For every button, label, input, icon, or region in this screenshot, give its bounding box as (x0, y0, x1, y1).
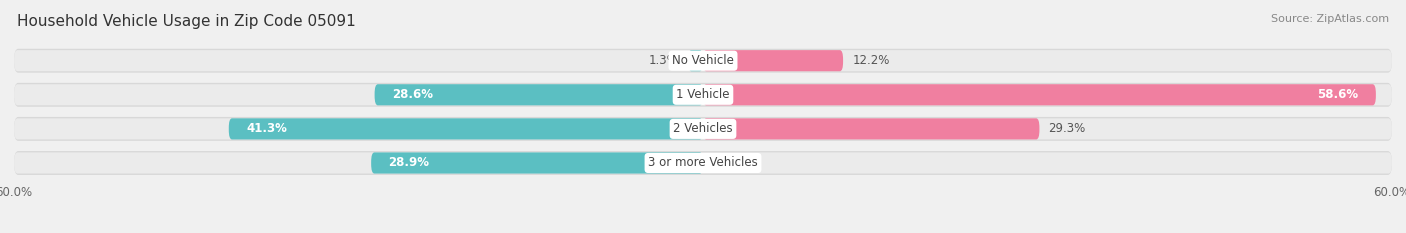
FancyBboxPatch shape (371, 152, 703, 174)
Text: 41.3%: 41.3% (246, 122, 287, 135)
Text: Source: ZipAtlas.com: Source: ZipAtlas.com (1271, 14, 1389, 24)
FancyBboxPatch shape (14, 49, 1392, 73)
FancyBboxPatch shape (703, 84, 1376, 105)
FancyBboxPatch shape (229, 118, 703, 140)
Text: 1.3%: 1.3% (650, 54, 679, 67)
FancyBboxPatch shape (703, 50, 844, 71)
FancyBboxPatch shape (14, 84, 1392, 105)
Text: 3 or more Vehicles: 3 or more Vehicles (648, 157, 758, 169)
Text: 28.9%: 28.9% (388, 157, 429, 169)
Text: 58.6%: 58.6% (1317, 88, 1358, 101)
Text: 2 Vehicles: 2 Vehicles (673, 122, 733, 135)
Text: 12.2%: 12.2% (852, 54, 890, 67)
FancyBboxPatch shape (374, 84, 703, 105)
Text: Household Vehicle Usage in Zip Code 05091: Household Vehicle Usage in Zip Code 0509… (17, 14, 356, 29)
Text: 0.0%: 0.0% (713, 157, 742, 169)
FancyBboxPatch shape (703, 118, 1039, 140)
Text: 29.3%: 29.3% (1049, 122, 1085, 135)
FancyBboxPatch shape (14, 118, 1392, 140)
Text: 28.6%: 28.6% (392, 88, 433, 101)
FancyBboxPatch shape (688, 50, 703, 71)
Text: 1 Vehicle: 1 Vehicle (676, 88, 730, 101)
Text: No Vehicle: No Vehicle (672, 54, 734, 67)
FancyBboxPatch shape (14, 151, 1392, 175)
FancyBboxPatch shape (14, 152, 1392, 174)
FancyBboxPatch shape (14, 50, 1392, 71)
FancyBboxPatch shape (14, 83, 1392, 107)
FancyBboxPatch shape (14, 117, 1392, 141)
